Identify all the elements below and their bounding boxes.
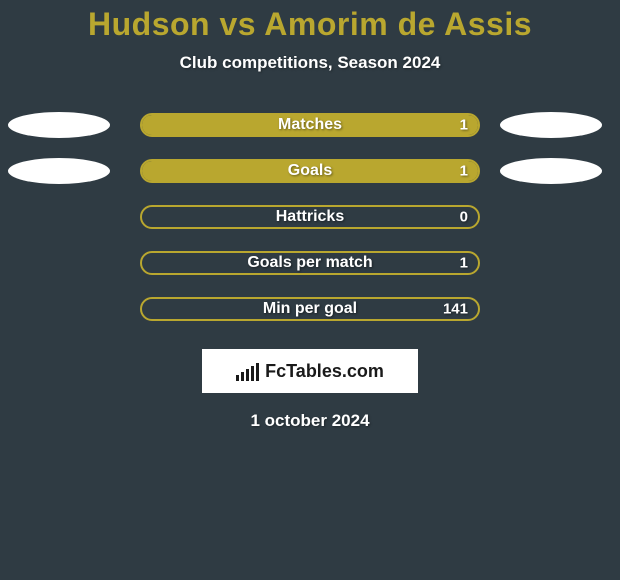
stat-row: Matches 1 xyxy=(0,113,620,137)
bar-label: Matches xyxy=(278,116,342,134)
ellipse-decoration-left xyxy=(8,158,110,184)
stat-rows: Matches 1 Goals 1 Hattricks 0 Goals per match 1… xyxy=(0,113,620,321)
bar-track: Hattricks 0 xyxy=(140,205,480,229)
logo-bars-icon xyxy=(236,361,259,381)
value-right: 1 xyxy=(460,163,468,180)
bar-label: Goals per match xyxy=(247,254,372,272)
bar-track: Min per goal 141 xyxy=(140,297,480,321)
value-right: 1 xyxy=(460,255,468,272)
date-text: 1 october 2024 xyxy=(0,411,620,431)
bar-label: Hattricks xyxy=(276,208,344,226)
stat-row: Goals 1 xyxy=(0,159,620,183)
bar-label: Goals xyxy=(288,162,332,180)
stat-row: Hattricks 0 xyxy=(0,205,620,229)
stat-row: Goals per match 1 xyxy=(0,251,620,275)
bar-track: Goals 1 xyxy=(140,159,480,183)
footer-logo: FcTables.com xyxy=(202,349,418,393)
value-right: 1 xyxy=(460,117,468,134)
subtitle: Club competitions, Season 2024 xyxy=(0,53,620,73)
ellipse-decoration-right xyxy=(500,158,602,184)
stat-row: Min per goal 141 xyxy=(0,297,620,321)
bar-track: Matches 1 xyxy=(140,113,480,137)
ellipse-decoration-left xyxy=(8,112,110,138)
bar-label: Min per goal xyxy=(263,300,357,318)
logo-text: FcTables.com xyxy=(265,361,384,382)
value-right: 141 xyxy=(443,301,468,318)
page-title: Hudson vs Amorim de Assis xyxy=(0,0,620,43)
ellipse-decoration-right xyxy=(500,112,602,138)
comparison-infographic: Hudson vs Amorim de Assis Club competiti… xyxy=(0,0,620,580)
value-right: 0 xyxy=(460,209,468,226)
bar-track: Goals per match 1 xyxy=(140,251,480,275)
